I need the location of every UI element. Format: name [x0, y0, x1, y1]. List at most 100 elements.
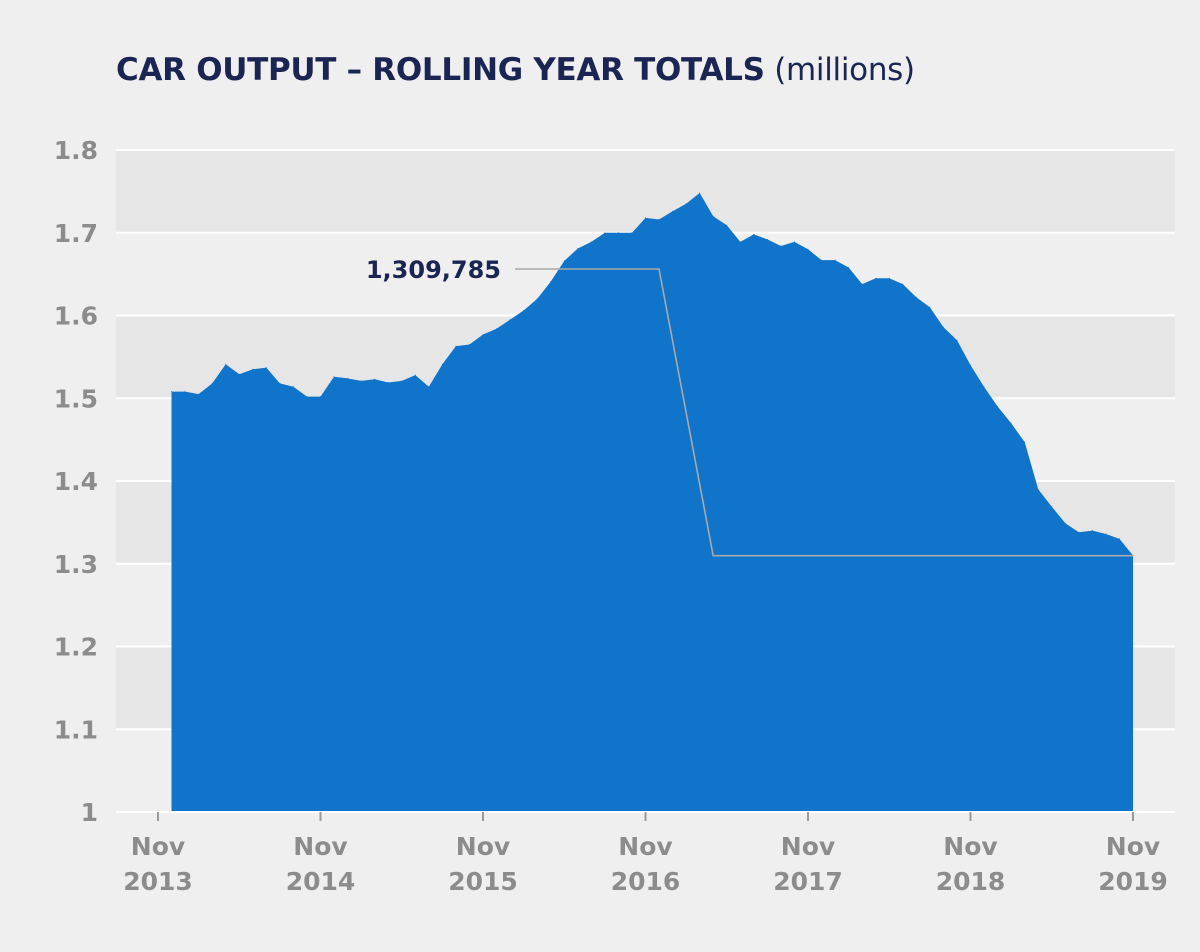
data-point	[469, 344, 470, 345]
data-point	[997, 406, 999, 407]
data-point	[387, 382, 389, 383]
data-point	[252, 368, 254, 370]
data-point	[482, 334, 484, 335]
data-point	[279, 382, 281, 384]
data-point	[360, 380, 362, 382]
x-tick-label-year: 2013	[123, 867, 193, 896]
data-point	[333, 376, 335, 378]
data-point	[983, 386, 985, 388]
x-tick-label-month: Nov	[131, 832, 185, 861]
chart-title-unit: (millions)	[774, 52, 915, 88]
annotation-label: 1,309,785	[366, 256, 501, 284]
y-tick-label: 1.5	[54, 384, 98, 413]
data-point	[929, 306, 931, 308]
chart-title-main: CAR OUTPUT – ROLLING YEAR TOTALS	[116, 52, 765, 88]
data-point	[712, 215, 714, 217]
data-point	[496, 328, 497, 330]
data-point	[631, 232, 633, 234]
data-point	[1037, 488, 1039, 490]
data-point	[915, 296, 917, 298]
data-point	[509, 319, 511, 321]
x-tick-label-month: Nov	[943, 832, 997, 861]
data-point	[1024, 441, 1026, 443]
x-tick-label-month: Nov	[456, 832, 510, 861]
data-point	[306, 396, 308, 398]
data-point	[739, 241, 741, 243]
data-point	[902, 283, 904, 285]
x-tick-label-month: Nov	[1106, 832, 1160, 861]
y-tick-label: 1.3	[54, 550, 98, 579]
y-tick-label: 1.8	[54, 136, 98, 165]
data-point	[1010, 422, 1012, 424]
data-point	[766, 238, 768, 240]
data-point	[455, 345, 457, 347]
y-tick-label: 1.7	[54, 219, 98, 248]
data-point	[1091, 530, 1093, 532]
data-point	[807, 248, 809, 250]
y-tick-label: 1	[81, 798, 98, 827]
x-tick-label-year: 2014	[286, 867, 356, 896]
data-point	[1105, 533, 1107, 535]
data-point	[536, 298, 538, 300]
x-tick-label-month: Nov	[781, 832, 835, 861]
data-point	[658, 219, 660, 220]
y-tick-label: 1.1	[54, 715, 98, 744]
data-point	[861, 283, 863, 285]
x-tick-label-year: 2017	[773, 867, 843, 896]
data-point	[414, 374, 416, 376]
data-point	[821, 259, 822, 261]
data-point	[1078, 531, 1080, 533]
y-tick-label: 1.2	[54, 633, 98, 662]
data-point	[225, 363, 227, 365]
data-point	[780, 245, 782, 247]
x-tick-label-year: 2016	[611, 867, 681, 896]
y-tick-label: 1.4	[54, 467, 98, 496]
x-tick-label-year: 2019	[1098, 867, 1168, 896]
data-point	[834, 259, 836, 261]
data-point	[848, 267, 850, 268]
data-point	[523, 310, 525, 311]
data-point	[1119, 538, 1120, 540]
data-point	[238, 373, 240, 375]
x-tick-label-month: Nov	[293, 832, 347, 861]
data-point	[753, 233, 755, 235]
data-point	[347, 377, 349, 379]
annotation-leader-line	[515, 268, 1133, 557]
x-tick-label-year: 2018	[936, 867, 1006, 896]
data-point	[428, 386, 430, 388]
x-tick-label-year: 2015	[448, 867, 518, 896]
data-point	[699, 192, 701, 194]
data-point	[617, 232, 619, 234]
data-point	[726, 224, 728, 226]
data-point	[563, 260, 565, 262]
data-point	[1051, 506, 1053, 508]
data-point	[956, 339, 958, 341]
data-point	[888, 277, 890, 279]
data-point	[875, 277, 877, 279]
data-point	[265, 367, 267, 369]
data-point	[184, 391, 186, 393]
data-point	[645, 217, 646, 219]
data-point	[577, 248, 579, 249]
data-point	[685, 203, 687, 205]
chart-title: CAR OUTPUT – ROLLING YEAR TOTALS (millio…	[116, 52, 915, 88]
data-point	[292, 386, 294, 388]
data-point	[942, 326, 944, 328]
data-point	[441, 363, 443, 365]
data-point	[211, 382, 213, 384]
data-point	[590, 241, 592, 243]
data-point	[198, 393, 200, 395]
data-point	[171, 391, 172, 393]
data-point	[672, 210, 674, 212]
data-point	[550, 281, 552, 283]
data-point	[1064, 522, 1066, 524]
data-point	[320, 396, 321, 398]
data-point	[970, 364, 971, 366]
area-series-0	[171, 193, 1133, 812]
x-tick-label-month: Nov	[618, 832, 672, 861]
data-point	[604, 232, 606, 234]
data-point	[794, 241, 795, 243]
y-tick-label: 1.6	[54, 302, 98, 331]
